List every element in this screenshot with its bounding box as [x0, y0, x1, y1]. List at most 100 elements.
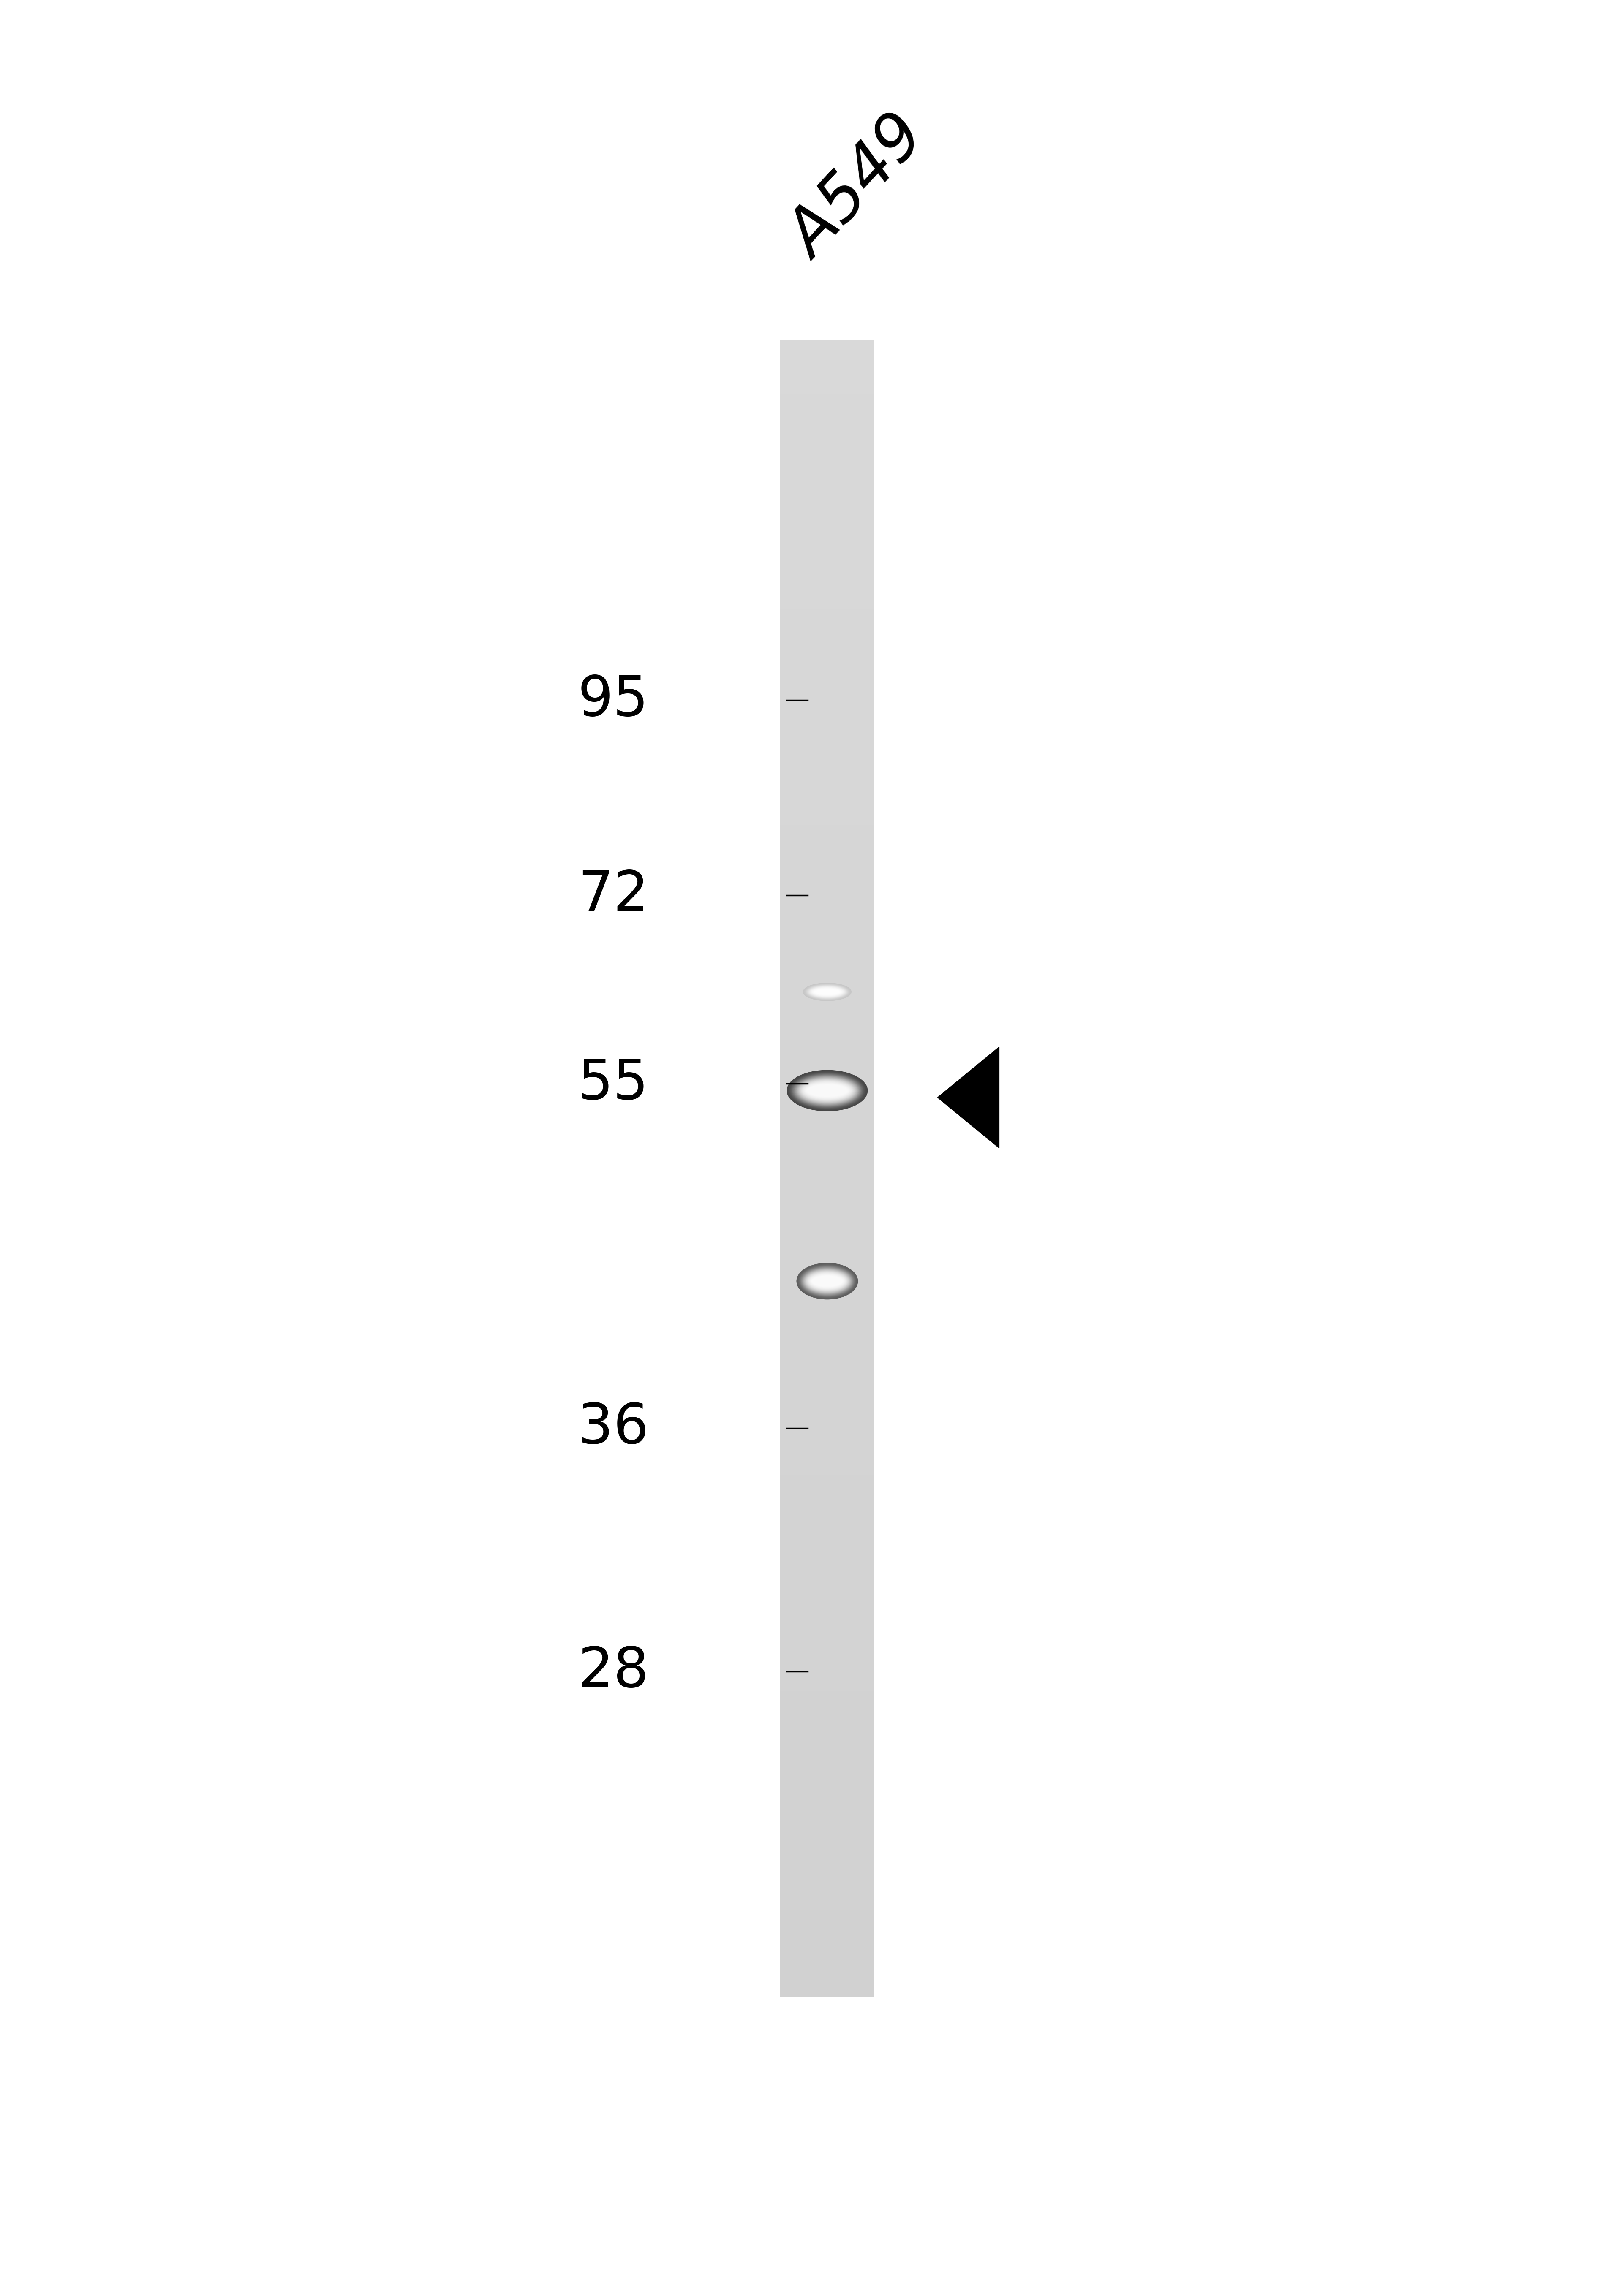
Bar	[780, 1750, 874, 1754]
Bar	[780, 1504, 874, 1508]
Bar	[780, 546, 874, 551]
Bar	[780, 572, 874, 576]
Ellipse shape	[803, 1267, 852, 1295]
Bar	[780, 813, 874, 817]
Ellipse shape	[796, 1263, 858, 1300]
Bar	[780, 1584, 874, 1587]
Bar	[780, 1812, 874, 1816]
Bar	[780, 390, 874, 393]
Ellipse shape	[800, 1265, 855, 1297]
Bar	[780, 1153, 874, 1157]
Bar	[780, 1077, 874, 1081]
Bar	[780, 1646, 874, 1649]
Bar	[780, 1807, 874, 1812]
Bar	[780, 597, 874, 602]
Bar	[780, 1355, 874, 1359]
Bar	[780, 551, 874, 556]
Text: 72: 72	[577, 868, 649, 923]
Bar	[780, 1019, 874, 1024]
Bar	[780, 1348, 874, 1350]
Bar	[780, 762, 874, 767]
Ellipse shape	[813, 987, 842, 996]
Bar	[780, 478, 874, 480]
Bar	[780, 1766, 874, 1770]
Bar	[780, 1818, 874, 1823]
Bar	[780, 1288, 874, 1293]
Bar	[780, 1545, 874, 1550]
Bar	[780, 817, 874, 820]
Bar	[780, 1417, 874, 1421]
Bar	[780, 1435, 874, 1437]
Bar	[780, 1653, 874, 1658]
Bar	[780, 381, 874, 386]
Bar	[780, 850, 874, 854]
Bar	[780, 1322, 874, 1327]
Bar	[780, 1327, 874, 1329]
Bar	[780, 1219, 874, 1221]
Bar	[780, 560, 874, 563]
Ellipse shape	[805, 1270, 850, 1293]
Bar	[780, 1832, 874, 1837]
Bar	[780, 1180, 874, 1185]
Bar	[780, 356, 874, 360]
Ellipse shape	[787, 1070, 868, 1111]
Bar	[780, 948, 874, 953]
Bar	[780, 838, 874, 840]
Bar	[780, 1947, 874, 1952]
Ellipse shape	[813, 987, 842, 996]
Bar	[780, 1456, 874, 1458]
Bar	[780, 1437, 874, 1442]
Ellipse shape	[806, 1084, 848, 1097]
Bar	[780, 833, 874, 838]
Ellipse shape	[803, 1270, 852, 1293]
Bar	[780, 1566, 874, 1570]
Bar	[780, 1164, 874, 1169]
Ellipse shape	[814, 990, 840, 994]
Ellipse shape	[798, 1077, 856, 1104]
Bar	[780, 427, 874, 432]
Bar	[780, 654, 874, 659]
Bar	[780, 1777, 874, 1782]
Bar	[780, 921, 874, 925]
Bar	[780, 1157, 874, 1159]
Bar	[780, 1816, 874, 1818]
Bar	[780, 1600, 874, 1605]
Bar	[780, 1201, 874, 1205]
Bar	[780, 1359, 874, 1364]
Bar	[780, 1008, 874, 1010]
Bar	[780, 1745, 874, 1750]
Bar	[780, 1396, 874, 1401]
Ellipse shape	[813, 1277, 843, 1286]
Bar	[780, 1173, 874, 1178]
Bar	[780, 1919, 874, 1924]
Bar	[780, 1261, 874, 1265]
Ellipse shape	[796, 1077, 858, 1104]
Bar	[780, 510, 874, 514]
Bar	[780, 983, 874, 987]
Bar	[780, 730, 874, 732]
Bar	[780, 583, 874, 588]
Bar	[780, 634, 874, 638]
Bar	[780, 974, 874, 978]
Bar	[780, 1472, 874, 1476]
Bar	[780, 721, 874, 726]
Ellipse shape	[798, 1079, 856, 1102]
Bar	[780, 1878, 874, 1880]
Bar	[780, 1828, 874, 1832]
Bar	[780, 1309, 874, 1313]
Bar	[780, 1265, 874, 1267]
Bar	[780, 1215, 874, 1219]
Bar	[780, 592, 874, 597]
Bar	[780, 436, 874, 439]
Bar	[780, 709, 874, 712]
Bar	[780, 1210, 874, 1215]
Bar	[780, 1488, 874, 1492]
Ellipse shape	[795, 1075, 860, 1107]
Bar	[780, 1839, 874, 1844]
Bar	[780, 1848, 874, 1853]
Bar	[780, 1924, 874, 1926]
Ellipse shape	[800, 1079, 855, 1102]
Bar	[780, 1952, 874, 1956]
Bar	[780, 808, 874, 813]
Bar	[780, 1626, 874, 1628]
